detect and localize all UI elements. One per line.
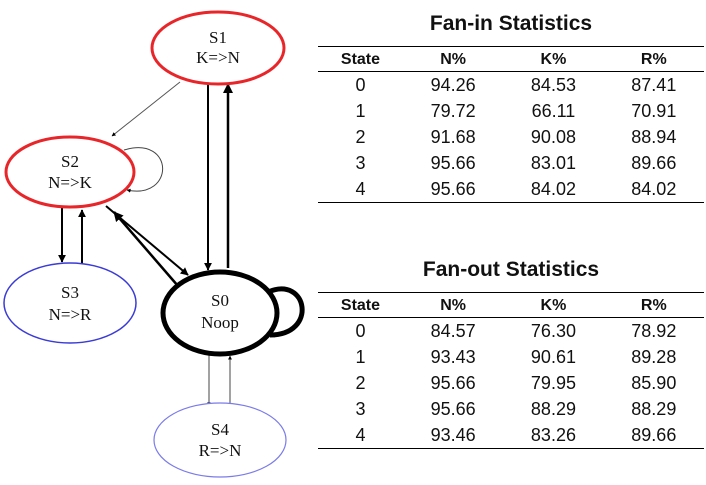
table-cell: 85.90 xyxy=(631,372,677,393)
fan-out-title: Fan-out Statistics xyxy=(422,258,600,281)
table-cell: 90.08 xyxy=(530,126,576,147)
node-s2: S2 N=>K xyxy=(4,135,136,209)
table-cell: 84.57 xyxy=(430,320,476,341)
table-cell: 95.66 xyxy=(430,398,476,419)
fan-in-title: Fan-in Statistics xyxy=(429,12,593,35)
table-row: 1 93.43 90.61 89.28 xyxy=(318,344,704,370)
table-cell: 4 xyxy=(318,176,403,203)
fan-out-table: State N% K% R% 0 84.57 76.30 78.92 1 93.43 90.… xyxy=(318,292,704,449)
node-s0-name: S0 xyxy=(211,291,229,310)
node-s0-label: Noop xyxy=(201,313,239,332)
table-row: 0 84.57 76.30 78.92 xyxy=(318,318,704,345)
node-s4-name: S4 xyxy=(211,420,229,439)
table-cell: 0 xyxy=(355,320,366,341)
edge-s0-self xyxy=(267,286,305,338)
table-row: 2 91.68 90.08 88.94 xyxy=(318,124,704,150)
table-cell: 83.26 xyxy=(503,422,604,449)
table-row: 4 93.46 83.26 89.66 xyxy=(318,422,704,449)
node-s1-name: S1 xyxy=(209,28,227,47)
fan-out-panel: Fan-out Statistics State N% K% R% 0 84.57… xyxy=(318,258,704,449)
table-cell: 70.91 xyxy=(631,100,677,121)
fan-out-header-row: State N% K% R% xyxy=(318,292,704,318)
node-s2-label: N=>K xyxy=(48,173,92,192)
fan-out-header-n: N% xyxy=(402,292,504,318)
fan-out-header-r: R% xyxy=(603,292,704,318)
node-s4-label: R=>N xyxy=(199,441,242,460)
fan-out-header-state: State xyxy=(318,292,403,318)
table-row: 4 95.66 84.02 84.02 xyxy=(318,176,704,203)
edge-s0-s2 xyxy=(113,211,179,287)
table-row: 0 94.26 84.53 87.41 xyxy=(318,72,704,99)
table-cell: 79.95 xyxy=(530,372,576,393)
table-cell: 88.29 xyxy=(631,398,677,419)
edge-s1-s2 xyxy=(111,81,181,137)
table-cell: 93.46 xyxy=(402,422,504,449)
fan-out-header-k: K% xyxy=(503,292,604,318)
node-s4: S4 R=>N xyxy=(153,402,287,478)
table-row: 3 95.66 88.29 88.29 xyxy=(318,396,704,422)
table-cell: 3 xyxy=(355,152,366,173)
state-diagram: S1 K=>N S2 N=>K S3 N=>R S0 Noop S4 R=>N xyxy=(3,10,305,478)
table-cell: 66.11 xyxy=(531,100,576,121)
node-s1: S1 K=>N xyxy=(150,10,286,86)
table-cell: 88.94 xyxy=(631,126,677,147)
table-cell: 76.30 xyxy=(530,320,576,341)
table-cell: 94.26 xyxy=(430,74,476,95)
table-cell: 2 xyxy=(355,372,366,393)
table-cell: 89.66 xyxy=(631,152,677,173)
table-cell: 90.61 xyxy=(530,346,576,367)
fan-out-body: 0 84.57 76.30 78.92 1 93.43 90.61 89.28 2 95.66 79… xyxy=(318,318,704,449)
fan-in-header-n: N% xyxy=(402,46,504,72)
table-cell: 95.66 xyxy=(402,176,504,203)
fan-in-body: 0 94.26 84.53 87.41 1 79.72 66.11 70.91 2 91.68 90… xyxy=(318,72,704,203)
table-cell: 88.29 xyxy=(530,398,576,419)
node-s3: S3 N=>R xyxy=(3,262,137,344)
table-row: 2 95.66 79.95 85.90 xyxy=(318,370,704,396)
edge-s2-self xyxy=(123,147,163,193)
table-cell: 93.43 xyxy=(430,346,476,367)
table-cell: 87.41 xyxy=(631,74,677,95)
table-cell: 3 xyxy=(355,398,366,419)
table-cell: 1 xyxy=(355,346,366,367)
node-s3-label: N=>R xyxy=(49,305,92,324)
table-cell: 83.01 xyxy=(530,152,576,173)
node-s0: S0 Noop xyxy=(160,269,280,357)
table-cell: 91.68 xyxy=(430,126,476,147)
table-cell: 89.66 xyxy=(603,422,704,449)
table-row: 1 79.72 66.11 70.91 xyxy=(318,98,704,124)
fan-in-header-state: State xyxy=(318,46,403,72)
node-s2-name: S2 xyxy=(61,152,79,171)
fan-in-header-k: K% xyxy=(503,46,604,72)
table-cell: 4 xyxy=(318,422,403,449)
table-cell: 89.28 xyxy=(631,346,677,367)
node-s1-label: K=>N xyxy=(196,48,240,67)
table-cell: 78.92 xyxy=(631,320,677,341)
table-cell: 84.53 xyxy=(530,74,576,95)
table-row: 3 95.66 83.01 89.66 xyxy=(318,150,704,176)
table-cell: 95.66 xyxy=(430,152,476,173)
fan-in-table: State N% K% R% 0 94.26 84.53 87.41 1 79.72 66.… xyxy=(318,46,704,203)
table-cell: 79.72 xyxy=(430,100,476,121)
fan-in-header-r: R% xyxy=(603,46,704,72)
table-cell: 95.66 xyxy=(430,372,476,393)
fan-in-panel: Fan-in Statistics State N% K% R% 0 94.26 8… xyxy=(318,12,704,203)
table-cell: 1 xyxy=(355,100,366,121)
fan-in-header-row: State N% K% R% xyxy=(318,46,704,72)
node-s3-name: S3 xyxy=(61,283,79,302)
table-cell: 2 xyxy=(355,126,366,147)
table-cell: 84.02 xyxy=(503,176,604,203)
table-cell: 0 xyxy=(355,74,366,95)
table-cell: 84.02 xyxy=(603,176,704,203)
